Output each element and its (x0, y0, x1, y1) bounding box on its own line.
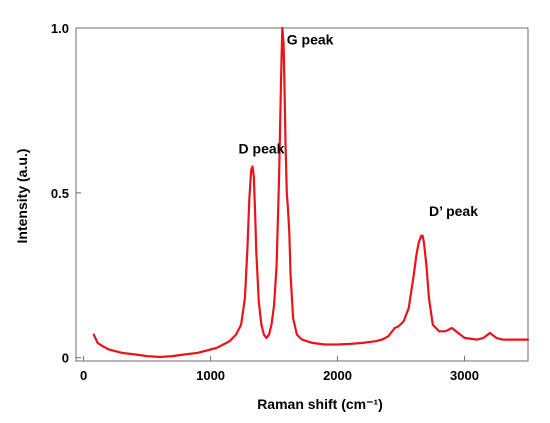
x-tick-label-3: 3000 (450, 368, 479, 383)
annotation-2: D’ peak (429, 203, 478, 219)
x-axis-ticks: 0 1000 2000 3000 (80, 356, 479, 383)
x-tick-label-2: 2000 (323, 368, 352, 383)
y-tick-label-2: 1.0 (51, 21, 69, 36)
annotations: D peak G peak D’ peak (239, 31, 479, 218)
series-layer (92, 26, 530, 359)
x-axis-label: Raman shift (cm⁻¹) (257, 396, 383, 412)
y-tick-label-0: 0 (62, 351, 69, 366)
annotation-0: D peak (239, 140, 285, 156)
x-tick-label-0: 0 (80, 368, 87, 383)
y-axis-label: Intensity (a.u.) (14, 149, 30, 244)
plot-frame (75, 27, 529, 362)
x-tick-label-1: 1000 (196, 368, 225, 383)
spectrum-line-0 (92, 26, 530, 359)
y-tick-label-1: 0.5 (51, 186, 69, 201)
annotation-1: G peak (287, 31, 334, 47)
y-axis-ticks: 0 0.5 1.0 (51, 21, 81, 366)
